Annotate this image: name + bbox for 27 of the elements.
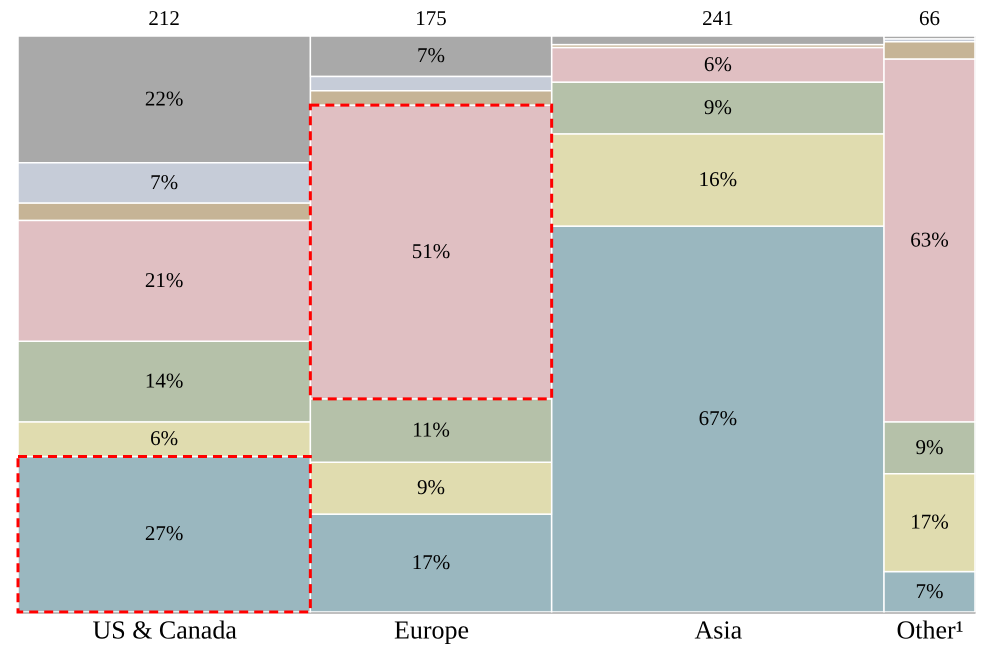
data-label: 6%	[704, 52, 732, 76]
text: 241	[702, 6, 734, 30]
data-label: 7%	[417, 43, 445, 68]
x-tick-label: Asia	[694, 616, 743, 644]
data-label: 7%	[915, 578, 944, 603]
data-label: 16%	[698, 167, 738, 191]
x-tick-label: Europe	[394, 616, 470, 644]
text: 66	[918, 6, 940, 30]
data-label: 67%	[698, 406, 738, 430]
x-tick-label: Other¹	[896, 616, 964, 644]
data-label: 22%	[144, 86, 184, 110]
data-label: 17%	[910, 510, 949, 534]
data-label: 63%	[910, 227, 949, 252]
data-label: 9%	[915, 434, 944, 459]
x-tick-label: US & Canada	[92, 616, 238, 644]
data-label: 51%	[412, 239, 450, 263]
data-label: 17%	[412, 550, 450, 574]
text: 175	[415, 6, 447, 30]
text: 212	[148, 6, 180, 30]
data-label: 14%	[144, 368, 184, 393]
data-label: 6%	[150, 426, 178, 450]
data-label: 9%	[417, 475, 445, 500]
data-label: 11%	[412, 418, 450, 442]
data-label: 9%	[704, 95, 732, 119]
data-label: 21%	[144, 268, 184, 292]
data-label: 7%	[150, 170, 178, 194]
data-label: 27%	[144, 521, 184, 546]
